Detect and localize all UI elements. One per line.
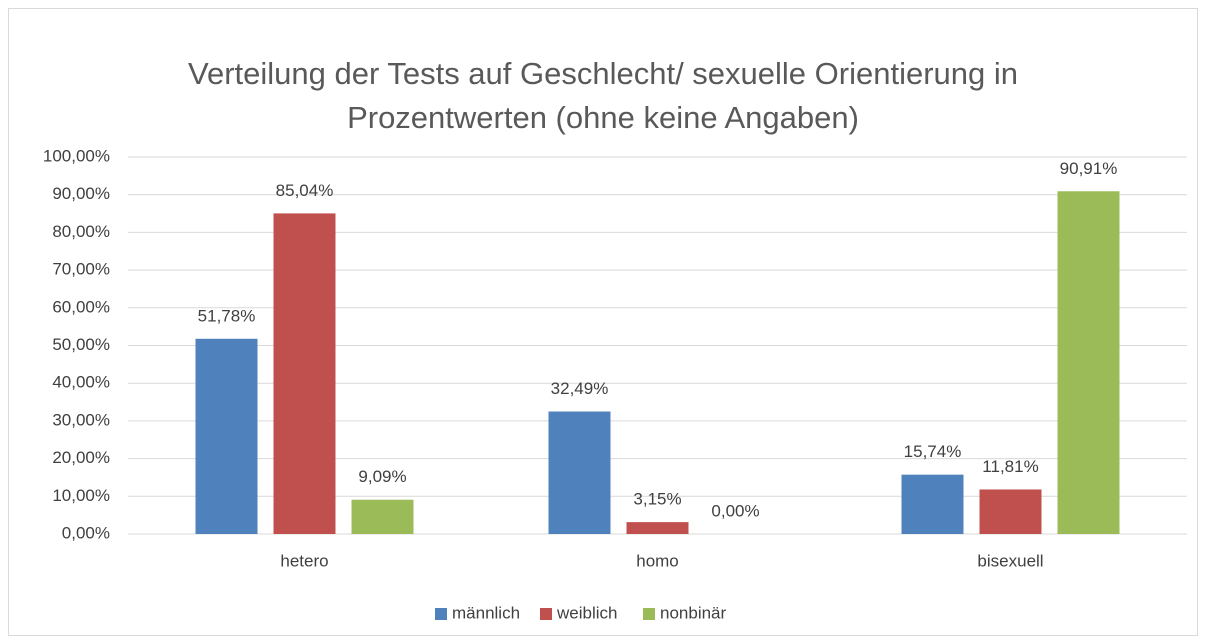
legend-label: weiblich	[556, 603, 617, 622]
legend-swatch	[435, 608, 447, 620]
bar	[195, 338, 258, 534]
y-tick-label: 50,00%	[52, 335, 110, 354]
y-tick-label: 10,00%	[52, 486, 110, 505]
data-label: 0,00%	[711, 501, 759, 520]
bar	[351, 499, 414, 534]
legend-label: nonbinär	[660, 603, 727, 622]
legend-label: männlich	[452, 603, 520, 622]
chart-title: Verteilung der Tests auf Geschlecht/ sex…	[187, 56, 1018, 135]
bar	[548, 411, 611, 534]
legend-swatch	[540, 608, 552, 620]
data-label: 9,09%	[358, 467, 406, 486]
y-tick-label: 0,00%	[62, 523, 110, 542]
data-label: 51,78%	[198, 306, 256, 325]
x-tick-label: hetero	[280, 551, 328, 570]
y-tick-label: 60,00%	[52, 297, 110, 316]
legend-swatch	[643, 608, 655, 620]
y-tick-label: 70,00%	[52, 260, 110, 279]
bar	[273, 213, 336, 534]
y-tick-label: 90,00%	[52, 184, 110, 203]
bar	[1057, 191, 1120, 535]
bar	[901, 474, 964, 534]
bar	[979, 489, 1042, 534]
data-label: 32,49%	[551, 379, 609, 398]
y-tick-label: 100,00%	[43, 146, 110, 165]
y-tick-label: 80,00%	[52, 222, 110, 241]
y-tick-label: 30,00%	[52, 410, 110, 429]
y-tick-label: 40,00%	[52, 373, 110, 392]
x-tick-label: homo	[636, 551, 679, 570]
data-label: 3,15%	[633, 490, 681, 509]
y-tick-label: 20,00%	[52, 448, 110, 467]
data-label: 90,91%	[1060, 159, 1118, 178]
x-tick-label: bisexuell	[977, 551, 1043, 570]
data-label: 11,81%	[982, 457, 1038, 476]
data-label: 15,74%	[904, 442, 962, 461]
bar	[626, 522, 689, 534]
data-label: 85,04%	[276, 181, 334, 200]
